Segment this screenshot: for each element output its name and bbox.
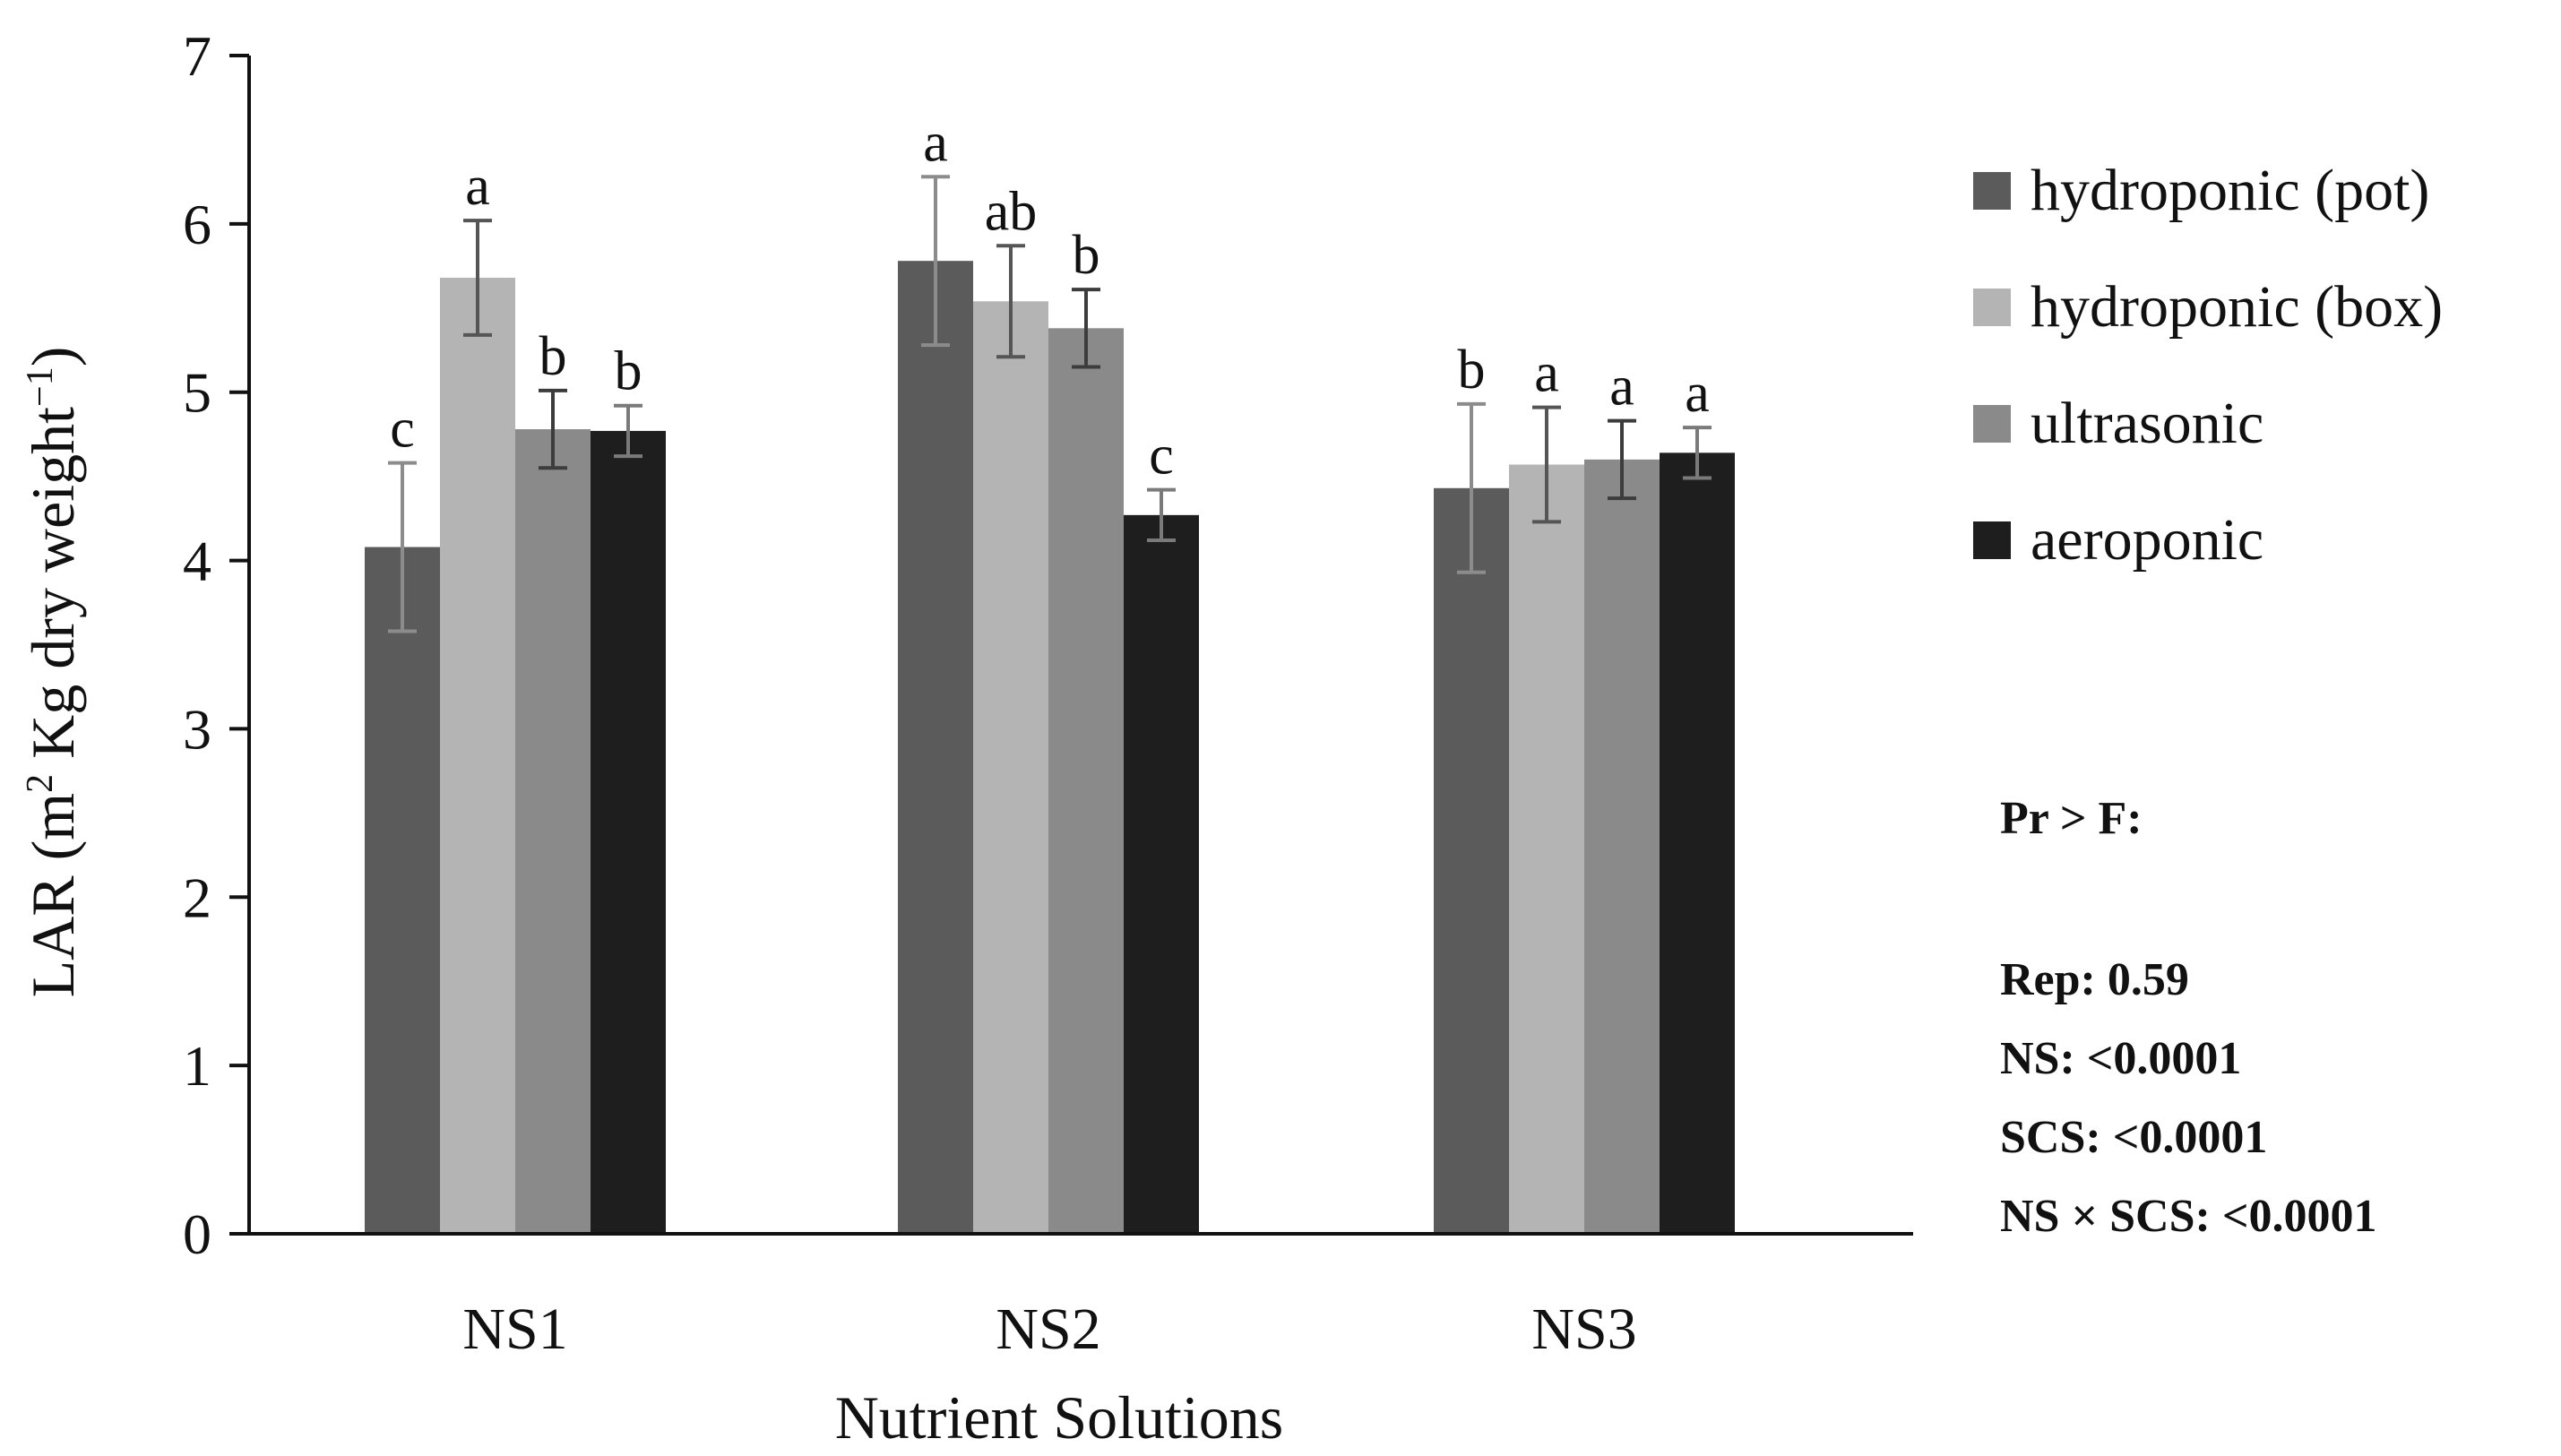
y-axis-title-middle: Kg dry weight — [19, 407, 87, 774]
bar — [1509, 464, 1584, 1234]
significance-letter: b — [539, 326, 567, 387]
significance-letter: c — [390, 399, 415, 460]
legend-label: hydroponic (pot) — [2031, 158, 2429, 223]
y-tick-label: 5 — [183, 361, 211, 425]
legend-swatch — [1973, 289, 2011, 326]
bar-series-group — [365, 261, 1735, 1235]
stats-line: Rep: 0.59 — [2000, 954, 2189, 1005]
y-tick-label: 4 — [183, 530, 211, 593]
bar — [1048, 328, 1124, 1234]
stats-heading: Pr > F: — [2000, 793, 2143, 844]
x-tick-label: NS3 — [1531, 1297, 1636, 1362]
bar — [515, 429, 591, 1234]
stats-line: NS × SCS: <0.0001 — [2000, 1191, 2376, 1242]
stats-line: NS: <0.0001 — [2000, 1033, 2241, 1084]
significance-letter: b — [1458, 340, 1486, 401]
statistics-box: Pr > F: Rep: 0.59 NS: <0.0001 SCS: <0.00… — [2000, 793, 2376, 1242]
error-bar-group — [388, 175, 1712, 633]
y-tick-label: 2 — [183, 866, 211, 929]
y-tick-label: 0 — [183, 1202, 211, 1266]
bar — [591, 430, 666, 1235]
x-tick-label: NS2 — [996, 1297, 1100, 1362]
legend-label: ultrasonic — [2031, 391, 2264, 456]
y-axis-title-prefix: LAR (m — [19, 793, 87, 998]
legend-swatch — [1973, 521, 2011, 559]
bar — [898, 261, 973, 1235]
y-axis-title-suffix: ) — [19, 347, 87, 367]
legend: hydroponic (pot) hydroponic (box) ultrason… — [1973, 158, 2443, 573]
significance-letter: b — [1073, 225, 1100, 286]
bar — [440, 277, 515, 1234]
significance-letter: a — [1609, 357, 1634, 418]
legend-swatch — [1973, 405, 2011, 443]
y-axis-title-sup-1: 2 — [20, 774, 61, 793]
x-tick-label: NS1 — [462, 1297, 567, 1362]
x-axis-title: Nutrient Solutions — [835, 1383, 1284, 1452]
significance-letter: c — [1149, 426, 1174, 487]
y-tick-label: 3 — [183, 697, 211, 761]
significance-letter: a — [923, 112, 948, 173]
y-tick-label: 7 — [183, 24, 211, 88]
legend-swatch — [1973, 172, 2011, 210]
axes-group — [229, 54, 1913, 1236]
stats-line: SCS: <0.0001 — [2000, 1112, 2267, 1163]
bar — [1434, 487, 1509, 1234]
legend-label: hydroponic (box) — [2031, 274, 2443, 340]
significance-letter: a — [1685, 363, 1710, 424]
legend-label: aeroponic — [2031, 507, 2264, 573]
bar — [973, 301, 1048, 1234]
y-tick-label: 1 — [183, 1034, 211, 1098]
bar — [1124, 514, 1199, 1234]
significance-letter: ab — [985, 181, 1038, 242]
y-tick-label-group: 0 1 2 3 4 5 6 7 — [183, 24, 211, 1266]
significance-letter: a — [1534, 343, 1559, 404]
y-tick-label: 6 — [183, 193, 211, 256]
bar — [1660, 452, 1735, 1234]
bar — [365, 547, 440, 1234]
y-axis-title: LAR (m2 Kg dry weight−1) — [19, 347, 87, 998]
significance-letter: b — [615, 341, 642, 402]
x-tick-label-group: NS1 NS2 NS3 — [462, 1297, 1636, 1362]
bar — [1584, 459, 1660, 1234]
significance-letter: a — [465, 156, 490, 217]
y-axis-title-sup-2: −1 — [20, 366, 61, 407]
